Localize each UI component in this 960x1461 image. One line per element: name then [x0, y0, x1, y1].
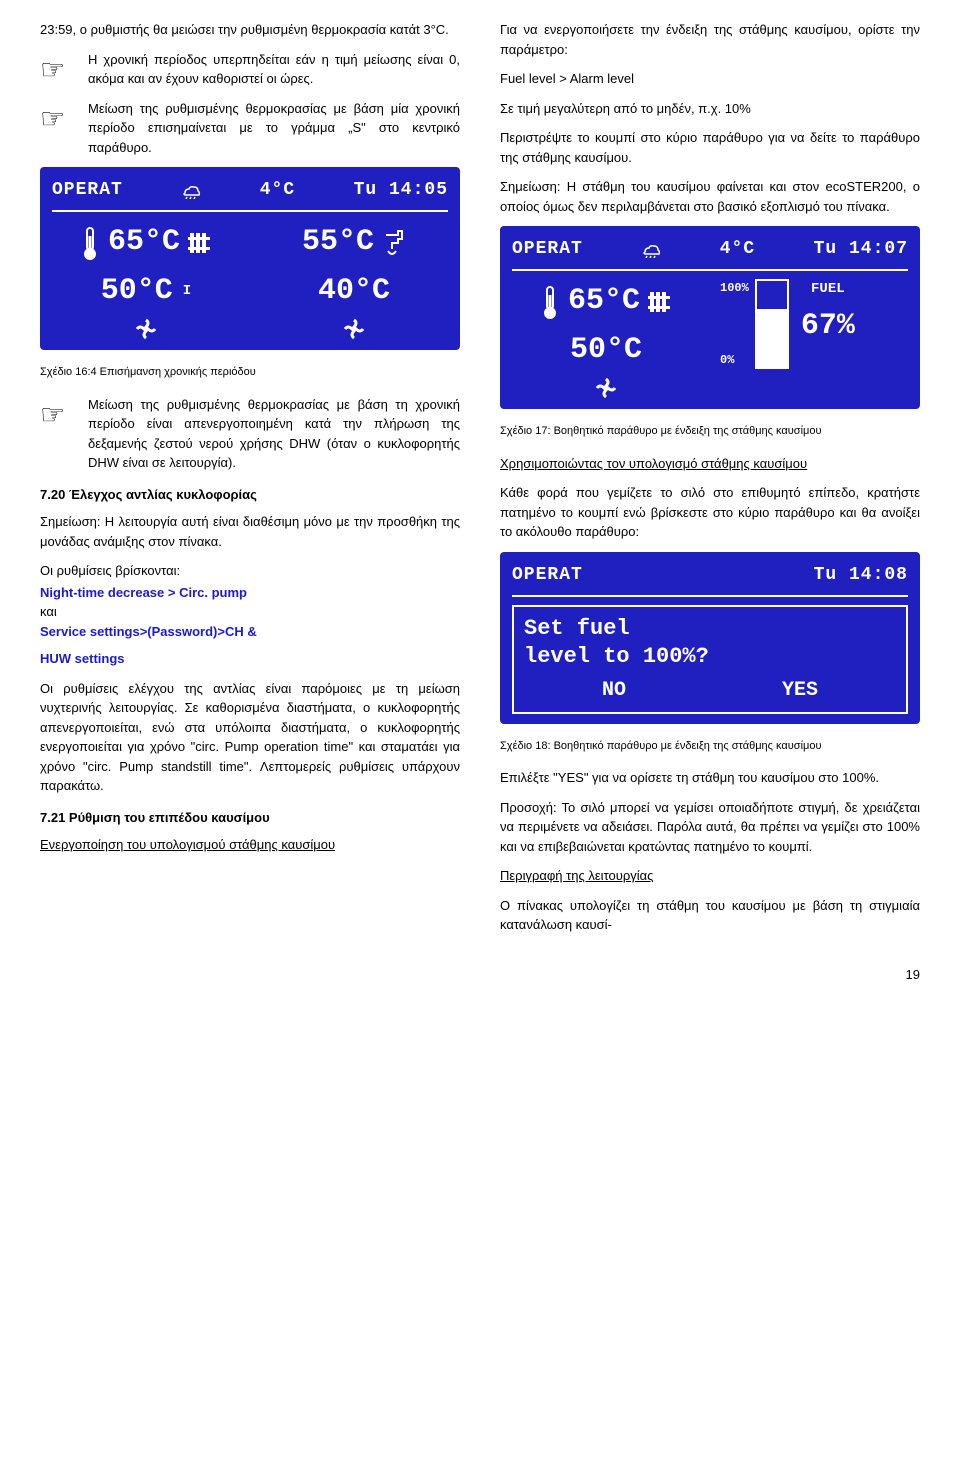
menu-path: Night-time decrease > Circ. pump [40, 583, 460, 603]
lcd-display-2: OPERAT 4°C Tu 14:07 65°C 50°C [500, 226, 920, 409]
menu-path: HUW settings [40, 649, 460, 669]
lcd-time: Tu 14:05 [354, 177, 448, 204]
paragraph: Επιλέξτε "YES" για να ορίσετε τη στάθμη … [500, 768, 920, 788]
radiator-icon [188, 229, 212, 257]
dialog-no-button[interactable]: NO [602, 678, 626, 704]
lcd-time: Tu 14:07 [814, 236, 908, 263]
lcd-marker-i: I [183, 281, 191, 302]
dialog-line: Set fuel [524, 615, 896, 644]
pointing-hand-icon: ☞ [40, 50, 78, 84]
pointing-hand-icon: ☞ [40, 99, 78, 133]
lcd-status: OPERAT [512, 236, 583, 263]
menu-path: Service settings>(Password)>CH & [40, 622, 460, 642]
paragraph: Σημείωση: Η στάθμη του καυσίμου φαίνεται… [500, 177, 920, 216]
lcd-dialog: Set fuel level to 100%? NO YES [512, 605, 908, 714]
paragraph: Για να ενεργοποιήσετε την ένδειξη της στ… [500, 20, 920, 59]
fan-icon [343, 318, 365, 340]
fan-icon [595, 377, 617, 399]
lcd-time: Tu 14:08 [814, 562, 908, 589]
note-text: Η χρονική περίοδος υπερπηδείται εάν η τι… [88, 50, 460, 89]
paragraph: 23:59, ο ρυθμιστής θα μειώσει την ρυθμισ… [40, 20, 460, 40]
fuel-label: FUEL [801, 279, 855, 300]
section-heading: 7.20 Έλεγχος αντλίας κυκλοφορίας [40, 485, 460, 505]
note-block: ☞ Μείωση της ρυθμισμένης θερμοκρασίας με… [40, 99, 460, 158]
note-text: Μείωση της ρυθμισμένης θερμοκρασίας με β… [88, 395, 460, 473]
figure-caption: Σχέδιο 16:4 Επισήμανση χρονικής περιόδου [40, 364, 460, 381]
dialog-line: level to 100%? [524, 643, 896, 672]
figure-caption: Σχέδιο 17: Βοηθητικό παράθυρο με ένδειξη… [500, 423, 920, 440]
lcd-temp: 50°C [101, 269, 173, 314]
lcd-out-temp: 4°C [720, 236, 755, 263]
lcd-display-1: OPERAT 4°C Tu 14:05 65°C 50°C I [40, 167, 460, 350]
pointing-hand-icon: ☞ [40, 395, 78, 429]
paragraph: Προσοχή: Το σιλό μπορεί να γεμίσει οποια… [500, 798, 920, 857]
paragraph: Σε τιμή μεγαλύτερη από το μηδέν, π.χ. 10… [500, 99, 920, 119]
lcd-temp: 50°C [570, 328, 642, 373]
fan-icon [135, 318, 157, 340]
lcd-temp: 40°C [318, 269, 390, 314]
paragraph: Οι ρυθμίσεις ελέγχου της αντλίας είναι π… [40, 679, 460, 796]
paragraph: Οι ρυθμίσεις βρίσκονται: [40, 561, 460, 581]
lcd-status: OPERAT [52, 177, 123, 204]
lcd-temp: 65°C [568, 279, 640, 324]
note-block: ☞ Η χρονική περίοδος υπερπηδείται εάν η … [40, 50, 460, 89]
tap-icon [382, 229, 406, 257]
lcd-weather [181, 183, 201, 199]
fuel-scale-bot: 0% [720, 351, 749, 369]
note-block: ☞ Μείωση της ρυθμισμένης θερμοκρασίας με… [40, 395, 460, 473]
note-text: Μείωση της ρυθμισμένης θερμοκρασίας με β… [88, 99, 460, 158]
lcd-display-3: OPERAT Tu 14:08 Set fuel level to 100%? … [500, 552, 920, 724]
paragraph: Ο πίνακας υπολογίζει τη στάθμη του καυσί… [500, 896, 920, 935]
page-number: 19 [40, 965, 920, 985]
subheading: Περιγραφή της λειτουργίας [500, 866, 920, 886]
radiator-icon [648, 288, 672, 316]
subheading: Ενεργοποίηση του υπολογισμού στάθμης καυ… [40, 835, 460, 855]
thermometer-icon [540, 285, 560, 319]
figure-caption: Σχέδιο 18: Βοηθητικό παράθυρο με ένδειξη… [500, 738, 920, 755]
fuel-level-bar [755, 279, 789, 369]
subheading: Χρησιμοποιώντας τον υπολογισμό στάθμης κ… [500, 454, 920, 474]
paragraph: Κάθε φορά που γεμίζετε το σιλό στο επιθυ… [500, 483, 920, 542]
fuel-scale-top: 100% [720, 279, 749, 297]
lcd-temp: 55°C [302, 220, 374, 265]
lcd-status: OPERAT [512, 562, 583, 589]
lcd-out-temp: 4°C [260, 177, 295, 204]
lcd-weather [641, 242, 661, 258]
paragraph: και [40, 602, 460, 622]
paragraph: Σημείωση: Η λειτουργία αυτή είναι διαθέσ… [40, 512, 460, 551]
fuel-percentage: 67% [801, 304, 855, 349]
paragraph: Περιστρέψτε το κουμπί στο κύριο παράθυρο… [500, 128, 920, 167]
lcd-temp: 65°C [108, 220, 180, 265]
paragraph: Fuel level > Alarm level [500, 69, 920, 89]
dialog-yes-button[interactable]: YES [782, 678, 818, 704]
section-heading: 7.21 Ρύθμιση του επιπέδου καυσίμου [40, 808, 460, 828]
thermometer-icon [80, 226, 100, 260]
